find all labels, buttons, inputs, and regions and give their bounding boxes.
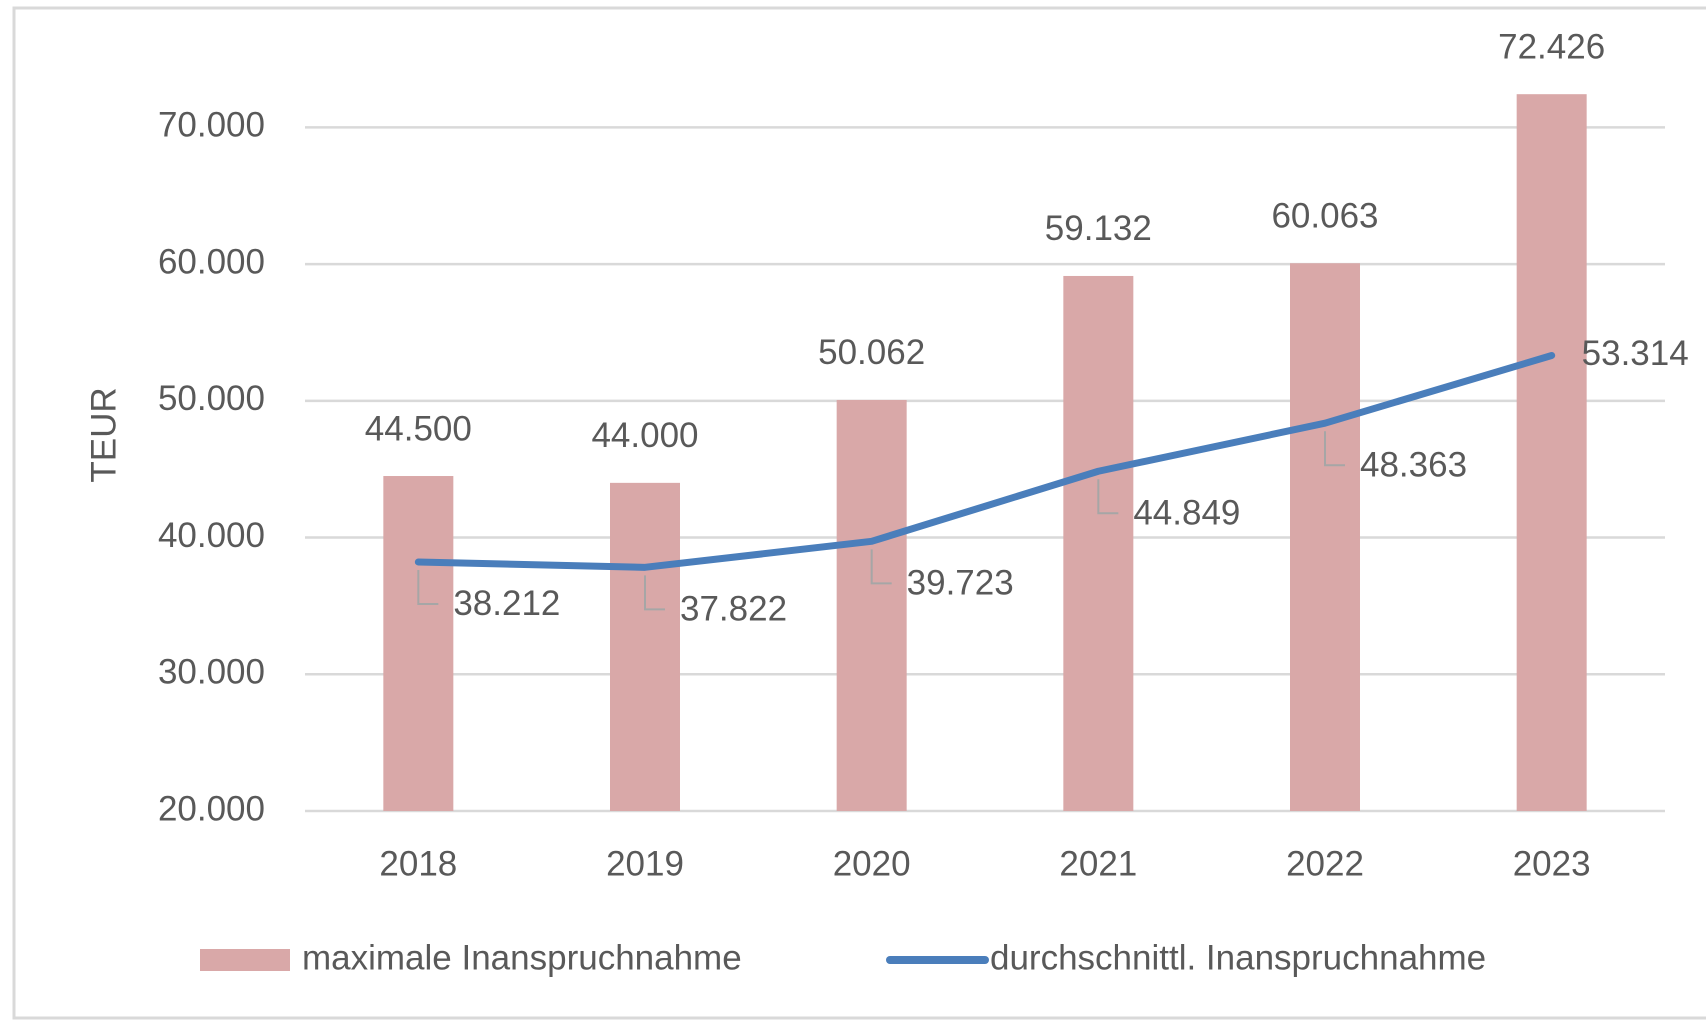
line	[414, 352, 1556, 571]
line-value-label: 38.212	[453, 584, 560, 623]
label-leader	[870, 549, 892, 585]
bar-value-label: 44.500	[365, 409, 472, 448]
label-leader	[1324, 431, 1345, 467]
y-tick-label: 30.000	[158, 653, 265, 692]
legend-label: maximale Inanspruchnahme	[302, 938, 742, 977]
bar-value-label: 60.063	[1271, 196, 1378, 235]
bar	[836, 399, 907, 811]
y-axis-title: TEUR	[84, 387, 123, 482]
bar-value-label: 72.426	[1498, 27, 1605, 66]
line-value-label: 39.723	[907, 564, 1014, 603]
bar	[1290, 263, 1360, 812]
line-value-label: 48.363	[1360, 445, 1467, 484]
bar-value-label: 44.000	[591, 416, 698, 455]
x-tick-label: 2020	[833, 844, 911, 883]
x-tick-label: 2021	[1059, 844, 1137, 883]
x-tick-label: 2019	[606, 844, 684, 883]
legend-label: durchschnittl. Inanspruchnahme	[990, 938, 1486, 977]
line-value-label: 53.314	[1582, 334, 1689, 373]
bar	[610, 482, 680, 811]
label-leader	[417, 569, 439, 605]
y-tick-label: 70.000	[158, 106, 265, 145]
bar	[1516, 94, 1587, 811]
legend-swatch	[200, 949, 290, 971]
line-value-label: 37.822	[680, 590, 787, 629]
line-value-label: 44.849	[1133, 493, 1240, 532]
y-tick-label: 40.000	[158, 516, 265, 555]
label-leader	[1097, 479, 1119, 515]
bar	[383, 476, 454, 811]
x-tick-label: 2022	[1286, 844, 1364, 883]
bar	[1063, 275, 1134, 811]
y-tick-label: 20.000	[158, 789, 265, 828]
y-tick-label: 50.000	[158, 379, 265, 418]
label-leader	[644, 575, 665, 611]
x-tick-label: 2018	[379, 844, 457, 883]
y-tick-label: 60.000	[158, 242, 265, 281]
chart-frame	[12, 6, 1706, 1020]
bar-value-label: 59.132	[1045, 209, 1152, 248]
bar-value-label: 50.062	[818, 333, 925, 372]
x-tick-label: 2023	[1513, 844, 1591, 883]
